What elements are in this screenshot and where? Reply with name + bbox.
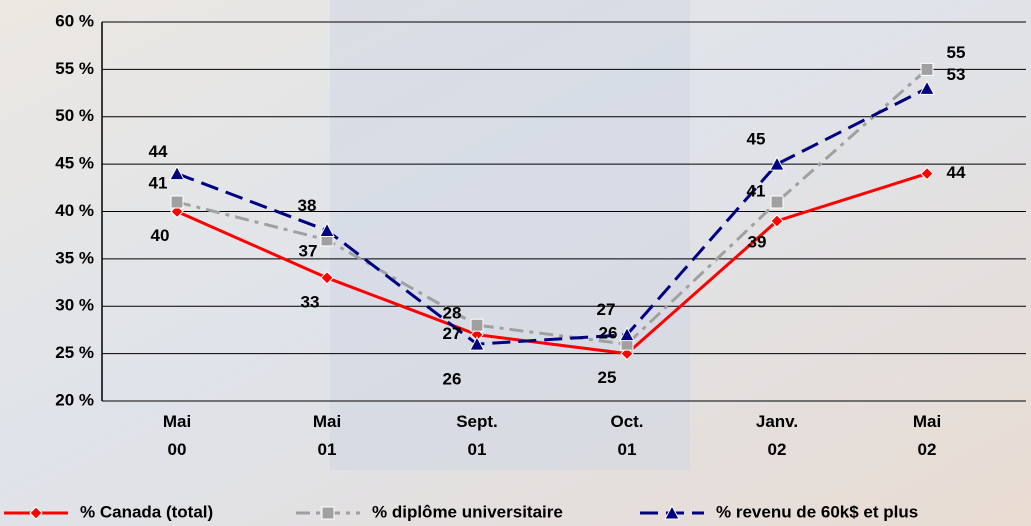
y-tick-label: 20 % [55, 390, 94, 409]
y-tick-label: 45 % [55, 154, 94, 173]
marker [319, 222, 335, 237]
data-label: 41 [747, 182, 766, 201]
marker [920, 62, 934, 76]
marker [664, 504, 680, 520]
legend-label: % diplôme universitaire [372, 502, 563, 521]
data-label: 27 [597, 300, 616, 319]
y-tick-label: 55 % [55, 59, 94, 78]
x-tick-label: Oct. 01 [610, 412, 643, 459]
data-label: 33 [301, 292, 320, 311]
series-line [176, 172, 928, 356]
data-label: 53 [947, 65, 966, 84]
marker [29, 506, 43, 520]
x-tick-label: Mai 02 [913, 412, 941, 459]
x-tick-label: Mai 00 [163, 412, 191, 459]
legend-label: % Canada (total) [80, 502, 213, 521]
marker [469, 336, 485, 351]
x-tick-label: Mai 01 [313, 412, 341, 459]
data-label: 26 [443, 370, 462, 389]
y-tick-label: 25 % [55, 343, 94, 362]
marker [920, 166, 934, 181]
data-label: 40 [151, 226, 170, 245]
series-line [176, 68, 928, 346]
x-tick-label: Sept. 01 [456, 412, 498, 459]
data-label: 38 [298, 196, 317, 215]
marker [619, 326, 635, 342]
marker [169, 165, 185, 181]
data-label: 25 [598, 368, 617, 387]
data-label: 27 [443, 324, 462, 343]
marker [320, 271, 334, 285]
data-label: 37 [299, 241, 318, 260]
data-label: 39 [748, 232, 767, 251]
y-tick-label: 50 % [55, 106, 94, 125]
marker [769, 156, 785, 171]
marker [470, 318, 484, 332]
marker [919, 80, 935, 95]
y-tick-label: 60 % [55, 11, 94, 30]
data-label: 28 [443, 304, 462, 323]
data-label: 44 [947, 163, 966, 182]
y-tick-label: 40 % [55, 201, 94, 220]
y-tick-label: 30 % [55, 296, 94, 315]
x-tick-label: Janv. 02 [756, 412, 798, 459]
data-label: 44 [149, 142, 168, 161]
data-label: 45 [747, 130, 766, 149]
y-tick-label: 35 % [55, 248, 94, 267]
data-label: 55 [947, 43, 966, 62]
data-label: 26 [599, 324, 618, 343]
data-label: 41 [149, 174, 168, 193]
background-building [330, 0, 690, 470]
marker [321, 506, 335, 520]
marker [770, 214, 784, 228]
marker [770, 195, 784, 209]
series-line [176, 86, 928, 346]
marker [170, 195, 184, 209]
legend-label: % revenu de 60k$ et plus [716, 502, 918, 521]
